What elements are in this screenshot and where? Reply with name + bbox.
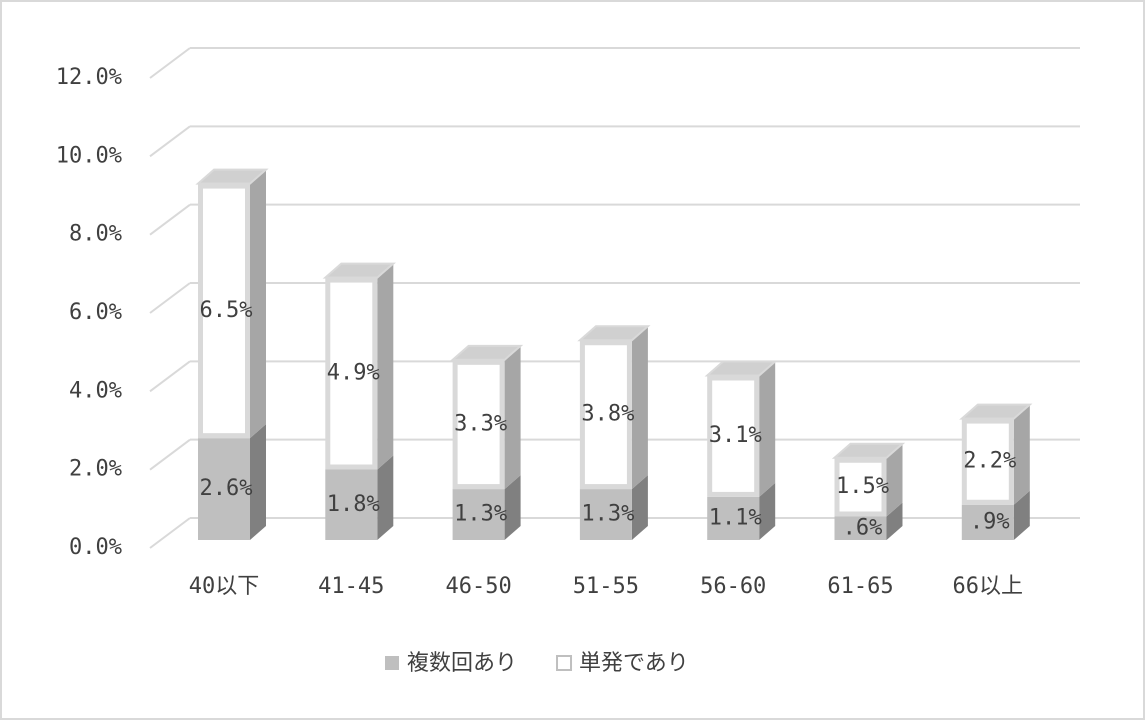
y-tick-label: 2.0% — [69, 457, 122, 482]
bar-top — [704, 360, 778, 377]
bar-side — [631, 326, 648, 490]
bar — [834, 457, 887, 517]
bar-side — [1013, 404, 1030, 505]
data-label: 1.8% — [327, 492, 380, 517]
legend-swatch — [556, 655, 573, 671]
data-label: .9% — [970, 509, 1010, 534]
x-tick-label: 51-55 — [573, 574, 639, 599]
x-tick-label: 61-65 — [827, 574, 893, 599]
x-tick-label: 56-60 — [700, 574, 766, 599]
bar-side — [886, 502, 903, 540]
data-label: .6% — [843, 515, 883, 540]
bar-side — [631, 475, 648, 540]
bar-top — [959, 403, 1033, 420]
bar — [452, 489, 505, 540]
grid-line-side — [149, 203, 191, 236]
y-tick-label: 12.0% — [56, 65, 122, 90]
bar — [707, 375, 760, 497]
x-tick-label: 46-50 — [445, 574, 511, 599]
bar-side — [377, 263, 394, 470]
legend-label: 単発であり — [579, 651, 689, 676]
bar — [961, 504, 1014, 540]
bar-top — [322, 262, 396, 279]
bar — [198, 438, 250, 540]
legend-swatch — [385, 656, 399, 670]
y-tick-label: 6.0% — [69, 300, 122, 325]
x-tick-label: 66以上 — [953, 574, 1024, 599]
grid-line-side — [149, 360, 191, 393]
bar — [325, 277, 378, 470]
data-label: 3.8% — [581, 402, 634, 427]
y-tick-label: 8.0% — [69, 222, 122, 247]
data-label: 1.3% — [581, 502, 634, 527]
bar-side — [886, 443, 903, 517]
bar-top — [195, 168, 269, 185]
grid-line-side — [149, 47, 191, 79]
data-label: 1.1% — [709, 505, 762, 530]
data-label: 4.9% — [327, 361, 380, 386]
bar — [198, 183, 250, 439]
bar-side — [504, 475, 521, 540]
bar-side — [250, 424, 266, 540]
bar-side — [377, 455, 394, 540]
bar-side — [250, 169, 266, 439]
bar-side — [759, 482, 776, 540]
bar — [579, 489, 632, 540]
grid-line-side — [149, 282, 191, 314]
data-label: 2.6% — [200, 476, 253, 501]
bar — [579, 340, 632, 490]
bar — [834, 516, 887, 540]
grid-line-side — [149, 438, 191, 471]
data-label: 3.3% — [454, 411, 507, 436]
bar-top — [449, 344, 524, 361]
x-tick-label: 40以下 — [189, 574, 260, 599]
bar — [452, 359, 505, 490]
bar-side — [759, 361, 776, 497]
data-label: 1.3% — [454, 502, 507, 527]
y-tick-label: 0.0% — [69, 535, 122, 560]
bar-top — [577, 325, 651, 342]
bar — [707, 496, 760, 540]
grid-line-side — [149, 517, 191, 549]
y-tick-label: 4.0% — [69, 378, 122, 403]
grid-line-side — [149, 125, 191, 158]
x-tick-label: 41-45 — [318, 574, 384, 599]
data-label: 3.1% — [709, 423, 762, 448]
bar-top — [831, 442, 906, 459]
y-tick-label: 10.0% — [56, 143, 122, 168]
bar-side — [504, 345, 521, 490]
bar — [325, 469, 378, 540]
bar — [961, 418, 1014, 505]
data-label: 1.5% — [836, 474, 889, 499]
data-label: 6.5% — [200, 298, 253, 323]
bar-side — [1013, 490, 1030, 540]
legend-label: 複数回あり — [407, 651, 517, 676]
data-label: 2.2% — [963, 449, 1016, 474]
